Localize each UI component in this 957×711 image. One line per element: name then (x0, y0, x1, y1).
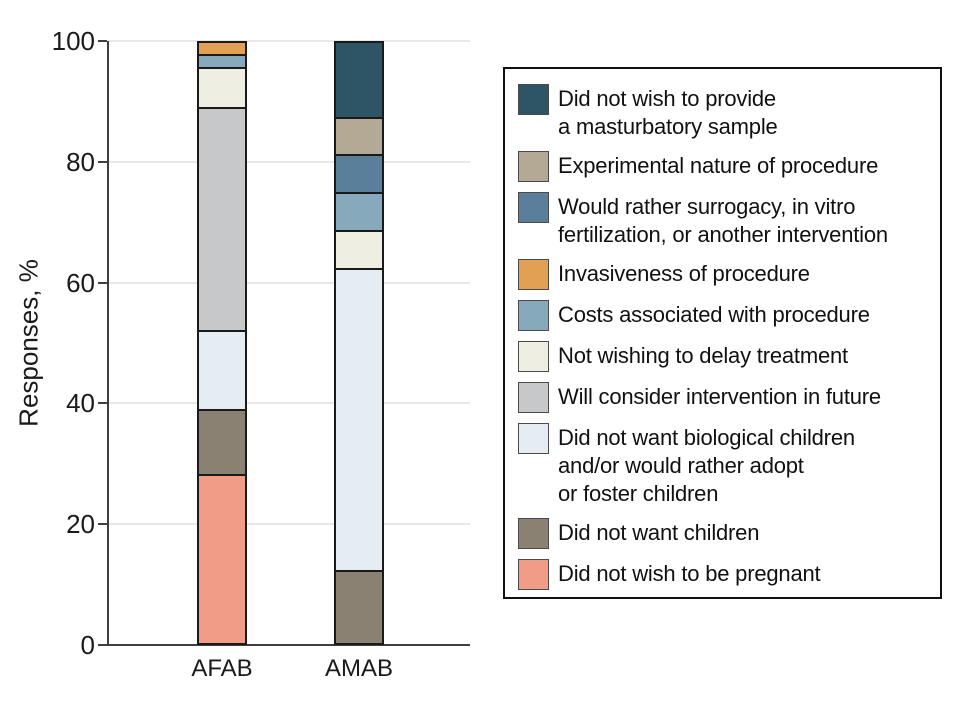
bar-segment (334, 229, 384, 268)
legend-swatch (518, 341, 549, 372)
legend-item: Would rather surrogacy, in vitro fertili… (518, 192, 932, 249)
bar-segment (334, 192, 384, 230)
legend-item: Costs associated with procedure (518, 300, 932, 331)
gridline (108, 40, 470, 42)
legend-item: Did not wish to provide a masturbatory s… (518, 84, 932, 141)
bar-segment (334, 116, 384, 155)
y-tick-label: 100 (51, 26, 95, 56)
y-tick (98, 644, 107, 646)
y-tick-label: 60 (66, 267, 95, 298)
legend-swatch (518, 518, 549, 549)
gridline (108, 402, 470, 405)
y-tick (98, 402, 107, 405)
legend-swatch (518, 559, 549, 590)
y-tick (98, 40, 107, 42)
y-axis-line (106, 41, 109, 645)
bar-segment (197, 106, 247, 330)
legend-label: Not wishing to delay treatment (558, 343, 848, 368)
gridline (108, 281, 470, 284)
x-category-label: AMAB (324, 655, 393, 682)
bar-segment (197, 67, 247, 107)
legend-item: Did not wish to be pregnant (518, 559, 932, 590)
legend-label: Would rather surrogacy, in vitro fertili… (558, 194, 888, 247)
y-tick-label: 20 (66, 509, 95, 540)
bar-segment (197, 329, 247, 409)
legend-label: Did not wish to provide a masturbatory s… (558, 86, 778, 139)
bar-segment (197, 408, 247, 475)
legend-item: Did not want biological children and/or … (518, 423, 932, 508)
legend-label: Did not wish to be pregnant (558, 561, 821, 586)
legend-item: Experimental nature of procedure (518, 151, 932, 182)
y-tick (98, 523, 107, 526)
bar-segment (334, 41, 384, 117)
y-tick-label: 40 (66, 388, 95, 419)
legend-swatch (518, 423, 549, 454)
legend-box: Did not wish to provide a masturbatory s… (503, 67, 942, 599)
legend-label: Did not want biological children and/or … (558, 425, 855, 506)
bar-segment (334, 154, 384, 192)
y-tick (98, 160, 107, 163)
bar-segment (334, 267, 384, 570)
legend-label: Costs associated with procedure (558, 302, 870, 327)
legend-swatch (518, 192, 549, 223)
legend-label: Invasiveness of procedure (558, 261, 810, 286)
legend-label: Will consider intervention in future (558, 384, 881, 409)
legend-item: Did not want children (518, 518, 932, 549)
legend-swatch (518, 151, 549, 182)
gridline (108, 523, 470, 526)
bar-segment (197, 474, 247, 645)
bar-segment (197, 41, 247, 55)
legend-item: Invasiveness of procedure (518, 259, 932, 290)
legend-swatch (518, 300, 549, 331)
legend-label: Experimental nature of procedure (558, 153, 879, 178)
legend-swatch (518, 259, 549, 290)
legend-swatch (518, 382, 549, 413)
y-tick-label: 80 (66, 146, 95, 177)
gridline (108, 160, 470, 163)
legend-item: Will consider intervention in future (518, 382, 932, 413)
bar-segment (197, 54, 247, 68)
x-axis-line (106, 644, 470, 646)
y-tick-label: 0 (80, 630, 95, 660)
legend-item: Not wishing to delay treatment (518, 341, 932, 372)
legend-label: Did not want children (558, 520, 760, 545)
bar-segment (334, 569, 384, 645)
x-category-label: AFAB (191, 655, 253, 682)
legend-swatch (518, 84, 549, 115)
y-tick (98, 281, 107, 284)
